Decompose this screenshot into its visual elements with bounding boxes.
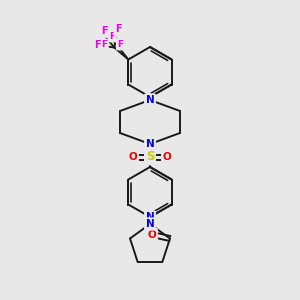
Text: O: O	[163, 152, 171, 162]
Text: F: F	[109, 32, 116, 41]
Text: N: N	[146, 212, 154, 222]
Text: F: F	[117, 40, 123, 49]
Text: O: O	[129, 152, 137, 162]
Text: F: F	[101, 26, 108, 37]
Text: S: S	[146, 151, 154, 164]
Text: O: O	[148, 230, 156, 239]
Text: F: F	[101, 40, 107, 49]
Text: N: N	[146, 95, 154, 105]
Text: F: F	[94, 40, 101, 50]
Text: N: N	[146, 139, 154, 149]
Text: F: F	[115, 25, 122, 34]
Text: N: N	[146, 219, 154, 229]
